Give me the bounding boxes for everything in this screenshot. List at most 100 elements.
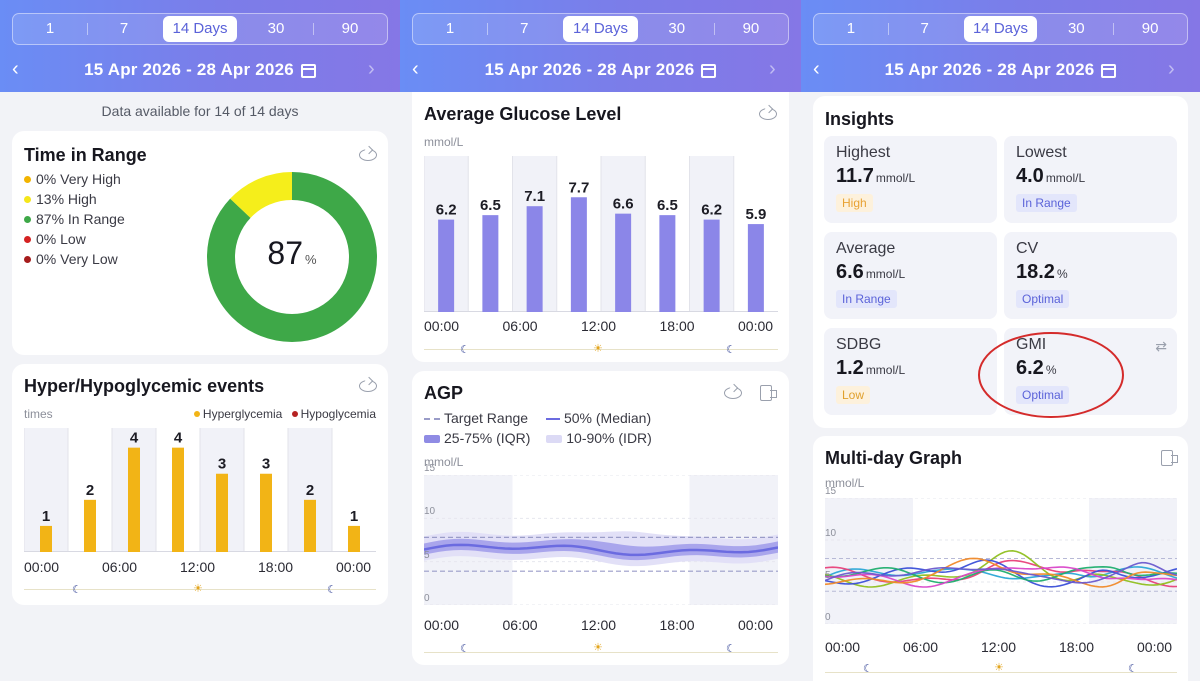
tile-average[interactable]: Average 6.6 mmol/L In Range [824,232,997,319]
y-tick-label: 10 [825,528,837,539]
range-1[interactable]: 1 [445,20,455,37]
calendar-icon[interactable] [1101,64,1117,78]
tile-number: 6.6 [836,261,864,283]
range-14[interactable]: 14 Days [963,16,1038,42]
time-tick-label: 00:00 [24,559,60,575]
calendar-icon[interactable] [701,64,717,78]
range-7[interactable]: 7 [887,14,962,44]
panel-insights: 1 7 14 Days 30 90 ‹ 15 Apr 2026 - 28 Apr… [801,0,1200,681]
night-shade [1089,498,1177,624]
availability-text: Data available for 14 of 14 days [101,103,299,119]
iqr-swatch-icon [424,435,440,444]
tile-sdbg[interactable]: SDBG 1.2 mmol/L Low [824,328,997,415]
refresh-icon[interactable] [359,380,377,392]
tile-value: 1.2 mmol/L [836,357,905,380]
date-range[interactable]: 15 Apr 2026 - 28 Apr 2026 [400,56,801,84]
legend-very-low: 0% Very Low [24,251,118,267]
median-line [424,543,778,557]
y-tick-label: 15 [825,486,837,497]
prev-chevron-icon[interactable]: ‹ [412,58,419,80]
moon-icon: ☾ [726,344,736,356]
insights-card: Insights Highest 11.7 mmol/L High Lowest … [813,96,1188,428]
bar-value-label: 1 [350,508,358,525]
time-tick-label: 00:00 [336,559,372,575]
bar [570,197,587,312]
hyper-dot-icon [193,410,200,417]
range-14[interactable]: 14 Days [163,16,237,42]
range-7[interactable]: 7 [487,14,561,44]
range-90[interactable]: 90 [713,14,788,44]
refresh-icon[interactable] [759,108,777,120]
day-line [825,561,1177,584]
time-tick-label: 18:00 [659,318,695,334]
date-range-text: 15 Apr 2026 - 28 Apr 2026 [884,60,1095,79]
range-selector[interactable]: 1 7 14 Days 30 90 [12,13,388,45]
prev-chevron-icon[interactable]: ‹ [12,58,19,80]
bar [128,447,140,552]
range-30[interactable]: 30 [668,20,686,37]
time-tick-label: 18:00 [258,559,294,575]
calendar-icon[interactable] [300,64,316,78]
day-night-bar [825,672,1177,673]
avg-glucose-unit: mmol/L [424,135,464,149]
tile-number: 1.2 [836,357,864,379]
range-selector[interactable]: 1 7 14 Days 30 90 [412,13,789,45]
bar [747,224,764,312]
tile-highest[interactable]: Highest 11.7 mmol/L High [824,136,997,223]
status-badge: Low [836,386,871,404]
time-tick-label: 12:00 [180,559,216,575]
time-tick-label: 00:00 [825,639,861,655]
bar [482,215,499,312]
refresh-icon[interactable] [724,387,742,399]
date-range[interactable]: 15 Apr 2026 - 28 Apr 2026 [801,56,1200,84]
bar-value-label: 7.1 [524,188,545,205]
time-tick-label: 12:00 [581,318,617,334]
time-tick-label: 18:00 [659,617,695,633]
time-tick-label: 06:00 [903,639,939,655]
time-tick-label: 00:00 [738,318,774,334]
refresh-icon[interactable] [359,149,377,161]
agp-legend-iqr: 25-75% (IQR) [444,430,531,446]
moon-icon: ☾ [726,643,736,655]
moon-icon: ☾ [460,344,470,356]
bar [348,525,360,552]
bar [260,473,272,552]
range-30[interactable]: 30 [1067,20,1085,37]
day-night-bar [424,652,778,653]
next-chevron-icon[interactable]: › [1168,58,1175,80]
multiday-chart [825,498,1177,624]
next-chevron-icon[interactable]: › [368,58,375,80]
range-30[interactable]: 30 [267,20,285,37]
tile-number: 11.7 [836,165,874,187]
bar-value-label: 4 [174,430,183,447]
agp-unit: mmol/L [424,455,464,469]
range-1[interactable]: 1 [846,20,856,37]
next-chevron-icon[interactable]: › [769,58,776,80]
fullscreen-icon[interactable] [760,385,777,401]
tile-cv[interactable]: CV 18.2% Optimal [1004,232,1177,319]
range-1[interactable]: 1 [45,20,55,37]
tile-gmi[interactable]: GMI 6.2% Optimal ⇄ [1004,328,1177,415]
prev-chevron-icon[interactable]: ‹ [813,58,820,80]
sun-icon: ☀ [593,642,603,654]
tile-lowest[interactable]: Lowest 4.0 mmol/L In Range [1004,136,1177,223]
date-range[interactable]: 15 Apr 2026 - 28 Apr 2026 [0,56,400,84]
range-90[interactable]: 90 [1113,14,1187,44]
tile-number: 18.2 [1016,261,1055,283]
agp-card: AGP Target Range 50% (Median) 25-75% (IQ… [412,371,789,665]
tile-unit: % [1045,363,1057,377]
bar-value-label: 5.9 [745,206,766,223]
range-7[interactable]: 7 [87,14,161,44]
moon-icon: ☾ [72,584,82,596]
highlight-ellipse-shape [978,332,1124,418]
range-14[interactable]: 14 Days [563,16,638,42]
tile-label: Lowest [1016,144,1067,161]
fullscreen-icon[interactable] [1161,450,1178,466]
range-90[interactable]: 90 [313,14,387,44]
range-selector[interactable]: 1 7 14 Days 30 90 [813,13,1188,45]
panel-glucose: 1 7 14 Days 30 90 ‹ 15 Apr 2026 - 28 Apr… [400,0,801,681]
day-line [825,565,1177,584]
multiday-unit: mmol/L [825,476,865,490]
insights-title: Insights [825,109,895,129]
swap-icon[interactable]: ⇄ [1155,338,1167,354]
